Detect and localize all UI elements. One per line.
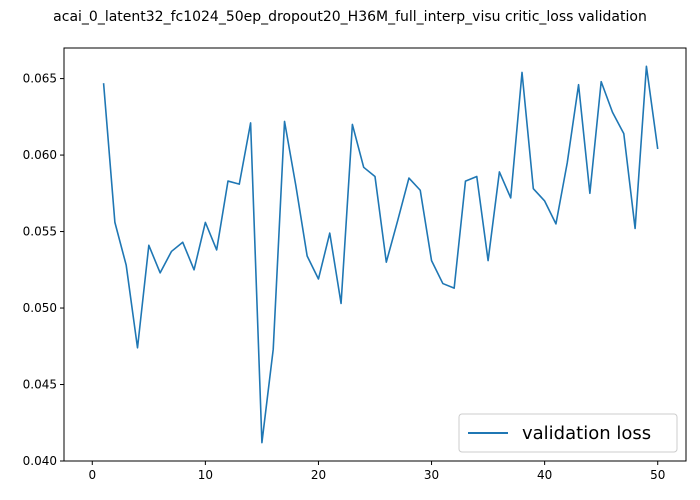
y-tick-label: 0.065 <box>23 72 57 86</box>
legend-box <box>458 413 678 453</box>
legend-label: validation loss <box>522 423 651 444</box>
x-tick-label: 20 <box>311 468 326 482</box>
y-tick-label: 0.050 <box>23 301 57 315</box>
x-axis: 0 10 20 30 40 50 <box>88 461 665 482</box>
x-tick-label: 50 <box>650 468 665 482</box>
series-layer <box>102 65 659 444</box>
y-axis: 0.040 0.045 0.050 0.055 0.060 0.065 <box>23 72 64 468</box>
x-tick-label: 0 <box>88 468 96 482</box>
y-tick-label: 0.045 <box>23 378 57 392</box>
chart-title: acai_0_latent32_fc1024_50ep_dropout20_H3… <box>53 9 647 25</box>
x-tick-label: 30 <box>424 468 439 482</box>
series-line-validation-loss <box>102 65 659 444</box>
y-tick-label: 0.060 <box>23 148 57 162</box>
x-tick-label: 10 <box>198 468 213 482</box>
x-tick-label: 40 <box>537 468 552 482</box>
axes-frame <box>63 47 687 462</box>
y-tick-label: 0.040 <box>23 454 57 468</box>
legend: validation loss <box>458 413 678 453</box>
y-tick-label: 0.055 <box>23 225 57 239</box>
